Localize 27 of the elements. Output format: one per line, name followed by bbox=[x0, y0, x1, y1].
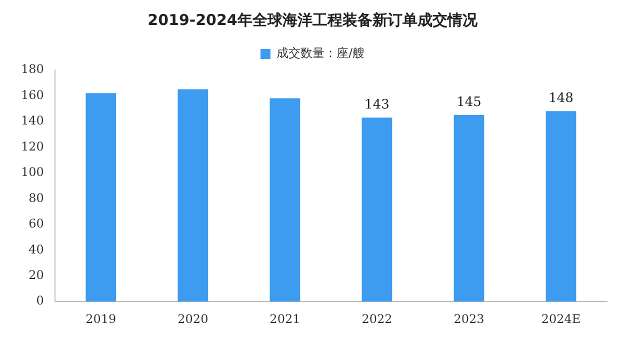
y-tick-label: 140 bbox=[21, 114, 44, 128]
data-label: 145 bbox=[456, 94, 482, 110]
y-tick-label: 100 bbox=[21, 165, 44, 180]
y-tick-label: 120 bbox=[21, 139, 44, 154]
y-tick-label: 40 bbox=[28, 242, 44, 256]
x-tick-label: 2022 bbox=[362, 312, 392, 326]
data-label: 143 bbox=[364, 97, 390, 112]
x-tick-label: 2020 bbox=[178, 312, 208, 326]
bar bbox=[178, 89, 208, 302]
data-label: 148 bbox=[548, 91, 574, 106]
bar bbox=[270, 98, 300, 302]
x-tick-label: 2019 bbox=[86, 312, 116, 326]
x-tick-label: 2021 bbox=[270, 312, 300, 326]
y-tick-label: 180 bbox=[21, 62, 44, 76]
y-tick-label: 0 bbox=[36, 294, 44, 308]
legend-label: 成交数量：座/艘 bbox=[276, 46, 365, 60]
bar bbox=[546, 111, 576, 302]
y-tick-label: 160 bbox=[21, 88, 44, 102]
x-tick-label: 2024E bbox=[541, 312, 581, 326]
bar bbox=[362, 118, 392, 302]
chart-title: 2019-2024年全球海洋工程装备新订单成交情况 bbox=[148, 10, 478, 29]
y-tick-label: 80 bbox=[28, 190, 44, 205]
x-tick-label: 2023 bbox=[454, 312, 484, 326]
bar bbox=[454, 115, 484, 302]
bar bbox=[86, 93, 116, 302]
y-tick-label: 60 bbox=[28, 216, 44, 231]
y-tick-label: 20 bbox=[28, 268, 44, 282]
